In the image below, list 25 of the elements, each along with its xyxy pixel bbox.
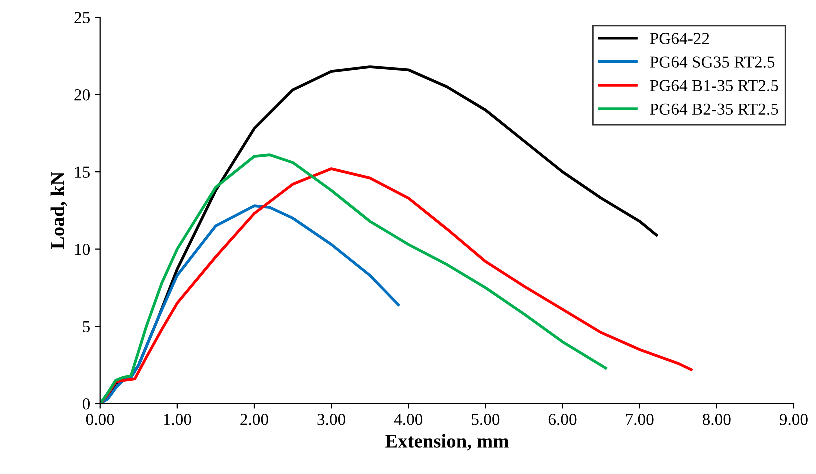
legend-label: PG64 B2-35 RT2.5 — [650, 104, 778, 116]
line-series — [100, 154, 608, 404]
x-tick-label: 2.00 — [240, 414, 268, 426]
x-tick-label: 6.00 — [548, 414, 577, 426]
y-tick-label: 20 — [74, 90, 90, 101]
x-tick-label: 3.00 — [318, 414, 346, 426]
x-tick-label: 1.00 — [164, 414, 192, 426]
x-tick-label: 5.00 — [472, 414, 500, 426]
legend-label: PG64-22 — [650, 33, 710, 44]
line-series — [100, 204, 400, 404]
x-tick-label: 9.00 — [780, 414, 808, 426]
y-axis-title: Load, kN — [50, 172, 68, 250]
legend-label: PG64 SG35 RT2.5 — [650, 56, 775, 68]
line-series — [100, 168, 693, 404]
x-tick-label: 0.00 — [86, 414, 114, 426]
x-tick-label: 4.00 — [394, 414, 423, 426]
x-axis-title: Extension, mm — [385, 434, 509, 451]
y-tick-label: 10 — [75, 244, 90, 256]
legend-label: PG64 B1-35 RT2.5 — [650, 80, 778, 92]
y-tick-label: 5 — [83, 321, 90, 333]
x-tick-label: 8.00 — [702, 414, 731, 426]
y-tick-label: 15 — [75, 166, 90, 178]
y-tick-label: 25 — [74, 12, 90, 24]
y-tick-label: 0 — [82, 398, 90, 410]
x-tick-label: 7.00 — [626, 414, 654, 426]
